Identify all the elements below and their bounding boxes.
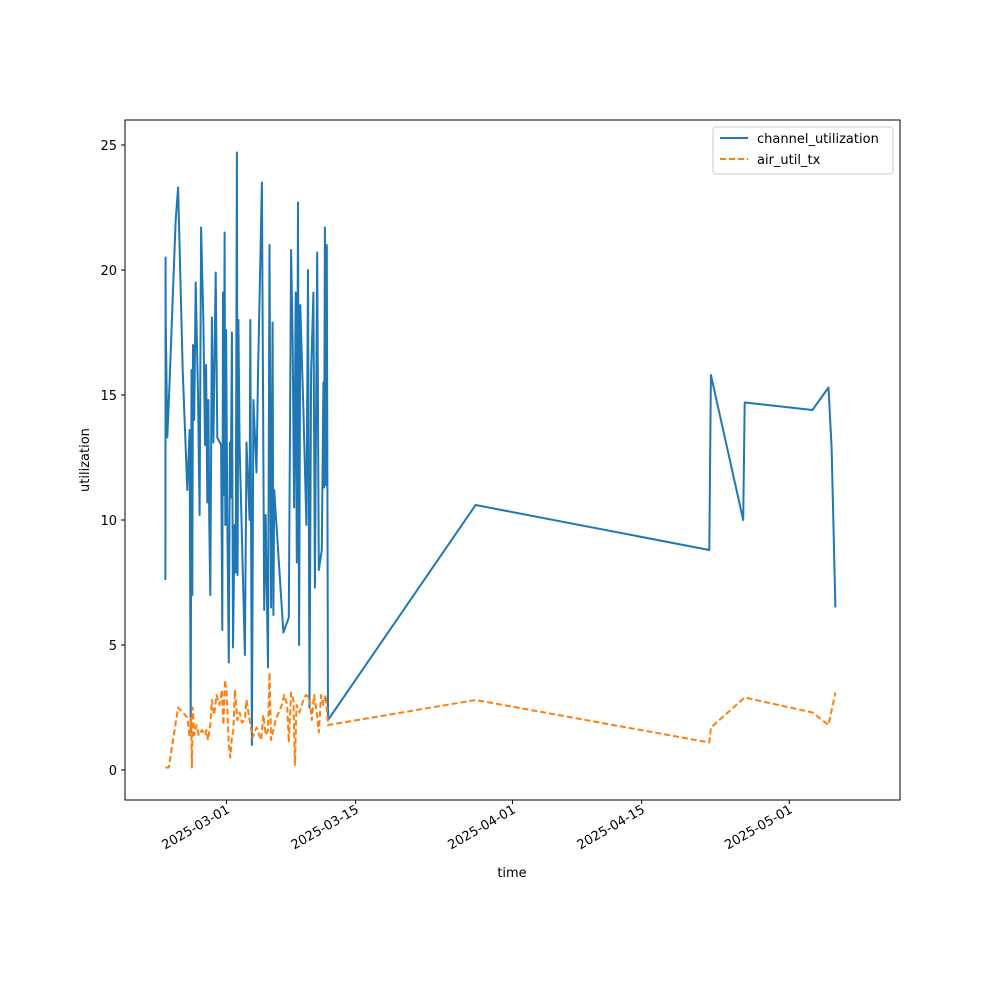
series-line-air-util-tx bbox=[165, 671, 837, 769]
legend-label-air-util-tx: air_util_tx bbox=[757, 153, 821, 168]
legend-frame bbox=[712, 126, 894, 175]
y-tick-label: 10 bbox=[100, 514, 117, 529]
legend: channel_utilization air_util_tx bbox=[712, 126, 894, 175]
plot-area bbox=[125, 120, 900, 800]
y-axis-label: utilization bbox=[78, 428, 93, 492]
y-tick-label: 0 bbox=[109, 764, 117, 779]
y-tick-label: 15 bbox=[100, 389, 117, 404]
y-tick-label: 25 bbox=[100, 139, 117, 154]
series-line-channel-utilization bbox=[164, 151, 837, 746]
legend-label-channel-utilization: channel_utilization bbox=[757, 132, 879, 147]
series-layer bbox=[164, 151, 837, 769]
y-tick-label: 20 bbox=[100, 264, 117, 279]
y-axis-ticks: 0 5 10 15 20 25 bbox=[100, 139, 125, 779]
x-axis-label: time bbox=[497, 866, 526, 881]
y-tick-label: 5 bbox=[109, 639, 117, 654]
